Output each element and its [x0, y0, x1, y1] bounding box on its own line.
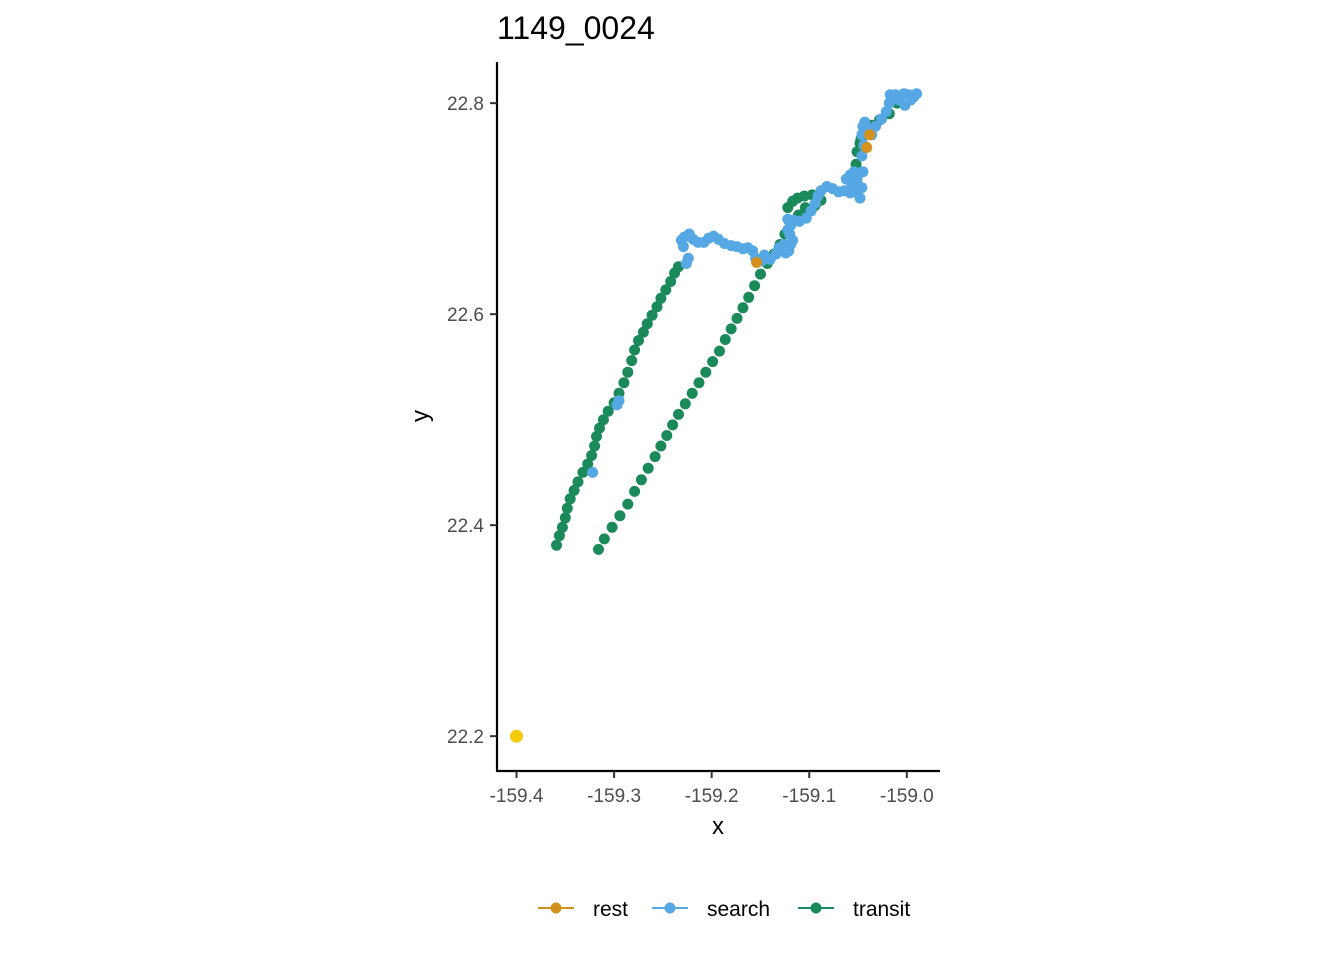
- y-axis-title: y: [407, 410, 434, 422]
- transit-point: [649, 451, 661, 463]
- search-point: [870, 120, 882, 132]
- rest-point: [751, 257, 763, 268]
- search-point: [856, 150, 868, 162]
- transit-point: [598, 533, 610, 545]
- search-point: [682, 252, 694, 264]
- transit-point: [651, 301, 663, 313]
- x-tick-label: -159.3: [587, 786, 641, 807]
- x-tick-label: -159.2: [685, 786, 739, 807]
- transit-point: [635, 474, 647, 486]
- transit-point: [606, 521, 618, 533]
- transit-point: [700, 366, 712, 378]
- transit-point: [665, 276, 677, 287]
- rest-point: [861, 142, 873, 153]
- search-point: [851, 173, 863, 185]
- search-point: [587, 466, 599, 478]
- legend-item-transit: transit: [798, 898, 910, 921]
- transit-point: [591, 431, 602, 442]
- search-point: [613, 395, 625, 407]
- transit-point: [655, 292, 667, 304]
- y-axis-ticks: 22.2 22.4 22.6 22.8: [447, 94, 497, 748]
- transit-point: [626, 355, 638, 367]
- transit-point: [559, 512, 571, 524]
- transit-point: [642, 462, 654, 474]
- y-tick-label: 22.4: [447, 516, 484, 537]
- transit-point: [602, 405, 614, 417]
- transit-point: [568, 484, 580, 496]
- x-tick-label: -159.0: [880, 786, 934, 807]
- y-tick-label: 22.6: [447, 305, 484, 326]
- plot-area: [510, 88, 923, 743]
- transit-point: [593, 543, 604, 555]
- transit-point: [719, 334, 731, 345]
- legend: rest search transit: [538, 898, 910, 921]
- transit-point: [641, 318, 653, 330]
- search-point: [880, 106, 892, 118]
- transit-point: [622, 498, 634, 510]
- x-tick-label: -159.1: [782, 786, 836, 807]
- transit-point: [582, 458, 594, 470]
- transit-point: [655, 440, 667, 452]
- transit-point: [737, 302, 749, 314]
- legend-label: rest: [593, 898, 628, 921]
- transit-point: [614, 510, 626, 522]
- legend-label: transit: [853, 898, 910, 921]
- search-point: [884, 89, 896, 101]
- transit-point: [646, 309, 658, 321]
- transit-point: [572, 476, 584, 488]
- legend-key-point: [810, 902, 822, 914]
- transit-point: [679, 398, 691, 410]
- transit-point: [577, 466, 589, 478]
- x-tick-label: -159.4: [490, 786, 544, 807]
- x-axis-ticks: -159.4 -159.3 -159.2 -159.1 -159.0: [490, 771, 934, 807]
- y-tick-label: 22.8: [447, 94, 484, 115]
- y-tick-label: 22.2: [447, 727, 484, 748]
- transit-point: [553, 530, 565, 542]
- transit-point: [561, 502, 573, 514]
- legend-key-point: [664, 902, 676, 914]
- transit-point: [618, 377, 630, 389]
- transit-point: [693, 377, 705, 389]
- legend-key-point: [550, 902, 562, 914]
- transit-point: [594, 422, 605, 434]
- x-axis-title: x: [712, 813, 724, 840]
- legend-item-search: search: [652, 898, 770, 921]
- rest-point: [864, 129, 876, 141]
- origin-point: [510, 729, 523, 743]
- transit-point: [686, 387, 698, 399]
- transit-point: [556, 521, 568, 533]
- transit-point: [673, 408, 684, 420]
- search-point: [856, 182, 868, 194]
- transit-point: [629, 485, 641, 497]
- transit-point: [551, 539, 562, 551]
- transit-point: [622, 366, 634, 378]
- transit-point: [629, 344, 641, 356]
- transit-point: [743, 291, 755, 303]
- transit-point: [731, 312, 743, 324]
- legend-label: search: [707, 898, 770, 921]
- search-point: [857, 166, 869, 178]
- transit-point: [589, 440, 601, 452]
- transit-point: [633, 335, 644, 346]
- transit-point: [661, 430, 673, 441]
- transit-point: [782, 202, 794, 214]
- transit-point: [749, 280, 761, 292]
- transit-point: [586, 450, 598, 461]
- transit-point: [660, 284, 672, 296]
- transit-point: [755, 268, 766, 280]
- transit-point: [564, 493, 576, 505]
- transit-point: [667, 419, 679, 431]
- chart-title: 1149_0024: [497, 10, 655, 46]
- transit-point: [714, 345, 725, 357]
- legend-item-rest: rest: [538, 898, 628, 921]
- transit-point: [707, 356, 719, 368]
- search-point: [854, 192, 866, 204]
- transit-point: [637, 326, 649, 338]
- transit-point: [725, 323, 737, 335]
- transit-point: [597, 414, 609, 426]
